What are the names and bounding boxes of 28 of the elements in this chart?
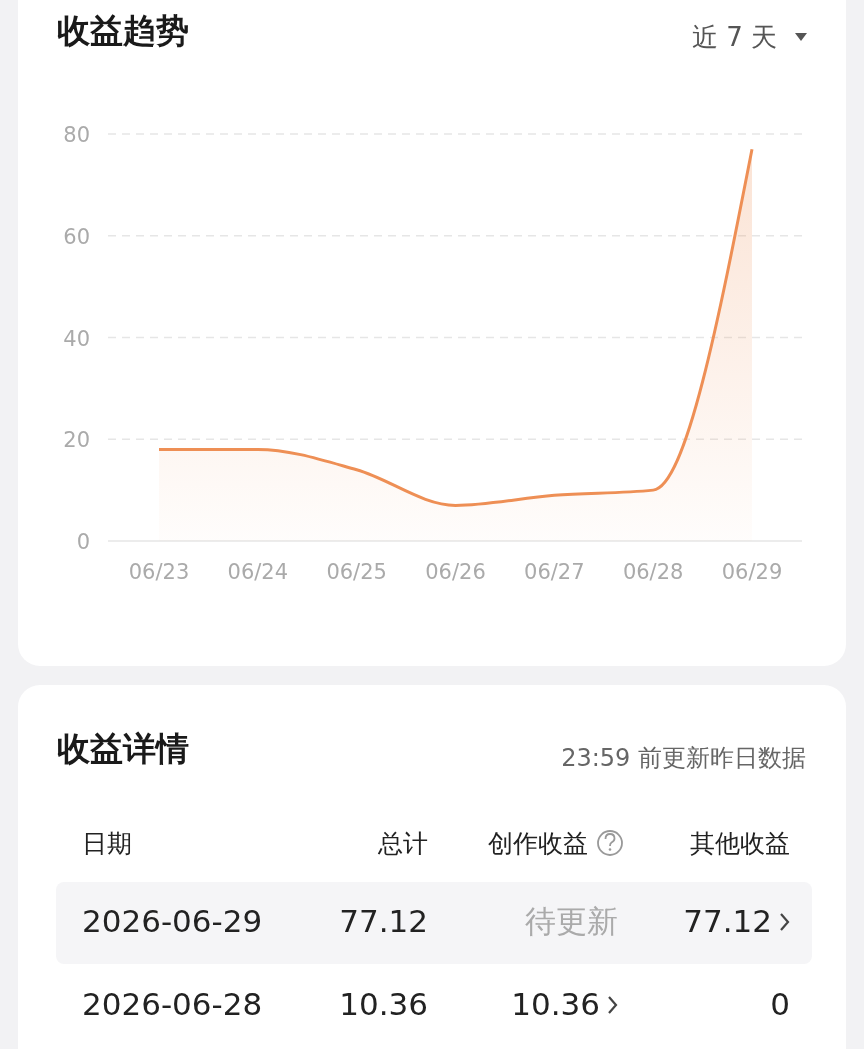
y-tick-label: 60 bbox=[63, 224, 90, 249]
text: 创作收益 bbox=[488, 829, 588, 858]
chart-subtitle: 近 7 天 bbox=[692, 22, 778, 52]
x-tick-label: 06/27 bbox=[524, 560, 585, 584]
y-tick-label: 20 bbox=[63, 428, 90, 453]
y-tick-label: 80 bbox=[63, 123, 90, 147]
text: 10.36 bbox=[511, 986, 600, 1022]
y-tick-label: 0 bbox=[76, 530, 90, 554]
y-tick-label: 40 bbox=[63, 326, 90, 351]
text: 23:59 前更新昨日数据 bbox=[561, 744, 806, 772]
text: 2026-06-29 bbox=[82, 903, 263, 939]
x-tick-label: 06/29 bbox=[721, 560, 783, 584]
x-tick-label: 06/26 bbox=[425, 560, 486, 584]
x-tick-label: 06/24 bbox=[227, 560, 289, 584]
text: 收益详情 bbox=[57, 729, 189, 768]
text: 日期 bbox=[82, 829, 132, 858]
text: 待更新 bbox=[525, 903, 618, 939]
text: 77.12 bbox=[683, 903, 772, 939]
text: 10.36 bbox=[339, 986, 428, 1022]
text: 其他收益 bbox=[690, 829, 790, 858]
x-tick-label: 06/23 bbox=[128, 560, 190, 584]
x-tick-label: 06/28 bbox=[622, 560, 684, 584]
text: 总计 bbox=[377, 829, 428, 858]
text: 77.12 bbox=[339, 903, 428, 939]
x-tick-label: 06/25 bbox=[326, 560, 387, 584]
text: 0 bbox=[770, 986, 790, 1022]
chart-title: 收益趋势 bbox=[57, 11, 189, 50]
text: 2026-06-28 bbox=[82, 986, 263, 1022]
